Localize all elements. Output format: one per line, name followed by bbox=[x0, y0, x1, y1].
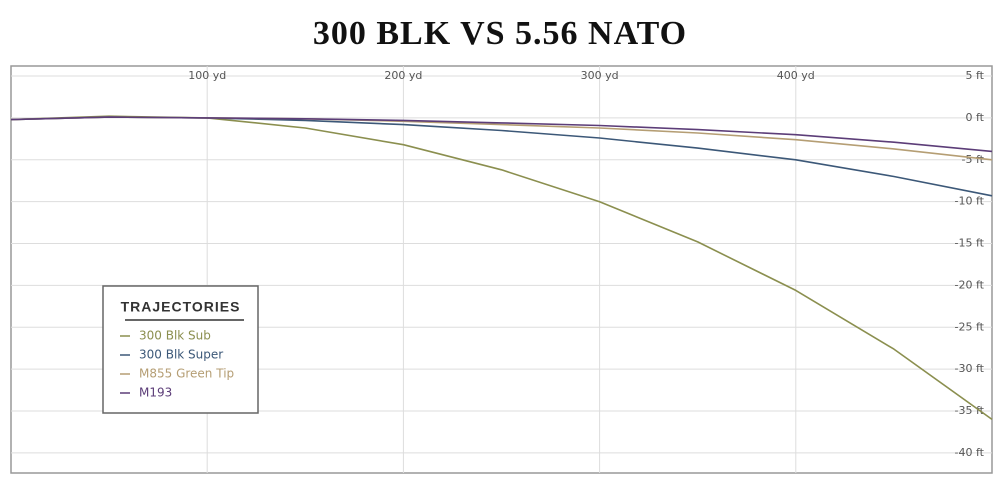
y-tick-label: -5 ft bbox=[962, 153, 985, 166]
legend-label: 300 Blk Sub bbox=[139, 329, 211, 343]
x-tick-label: 100 yd bbox=[188, 69, 226, 82]
y-tick-label: 5 ft bbox=[966, 69, 985, 82]
y-tick-label: -10 ft bbox=[955, 195, 985, 208]
legend-title: TRAJECTORIES bbox=[121, 299, 241, 315]
y-tick-label: 0 ft bbox=[966, 111, 985, 124]
legend-box bbox=[102, 285, 259, 414]
legend-label: 300 Blk Super bbox=[139, 348, 223, 362]
x-tick-label: 200 yd bbox=[384, 69, 422, 82]
series-line bbox=[10, 116, 993, 153]
legend-label: M855 Green Tip bbox=[139, 367, 234, 381]
y-tick-label: -40 ft bbox=[955, 446, 985, 459]
y-tick-label: -20 ft bbox=[955, 278, 985, 291]
legend-label: M193 bbox=[139, 386, 172, 400]
y-tick-label: -30 ft bbox=[955, 362, 985, 375]
x-tick-label: 300 yd bbox=[581, 69, 619, 82]
y-tick-label: -35 ft bbox=[955, 404, 985, 417]
chart-title: 300 BLK VS 5.56 NATO bbox=[313, 15, 687, 52]
x-tick-label: 400 yd bbox=[777, 69, 815, 82]
y-tick-label: -15 ft bbox=[955, 237, 985, 250]
legend: TRAJECTORIES 300 Blk Sub 300 Blk Super M855… bbox=[102, 285, 259, 414]
y-tick-label: -25 ft bbox=[955, 320, 985, 333]
